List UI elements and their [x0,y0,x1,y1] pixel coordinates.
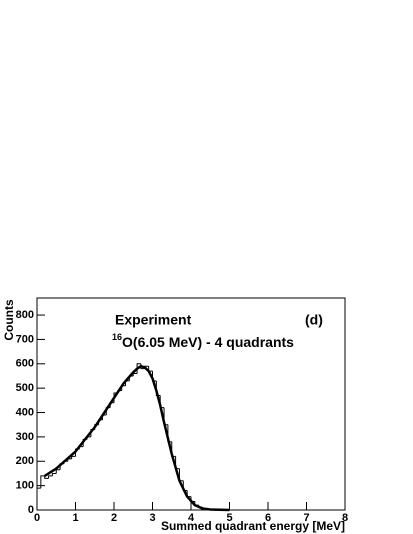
y-tick-label: 300 [16,431,34,443]
x-tick-label: 3 [149,512,155,524]
x-tick-label: 5 [226,512,232,524]
y-tick-label: 600 [16,358,34,370]
annotation: Experiment [115,312,192,328]
histogram-bin [132,373,138,376]
x-tick-label: 0 [34,512,40,524]
y-tick-label: 100 [16,480,34,492]
histogram-bin [40,475,45,489]
x-tick-label: 4 [188,512,195,524]
y-tick-label: 200 [16,455,34,467]
reaction-text: O(6.05 MeV) - 4 quadrants [122,334,294,350]
x-tick-label: 7 [303,512,309,524]
reaction-label: 16O(6.05 MeV) - 4 quadrants [112,332,294,349]
y-tick-label: 500 [16,382,34,394]
histogram-bin [48,475,53,479]
y-tick-label: 800 [16,309,34,321]
fit-curve [44,364,230,512]
annotation: (d) [305,312,323,328]
y-tick-label: 0 [28,504,34,516]
histogram-bin [51,472,57,476]
plot-frame [36,297,346,511]
histogram-bin [36,487,41,510]
x-tick-label: 1 [72,512,78,524]
histogram-bin [44,475,49,479]
y-tick-label: 700 [16,333,34,345]
x-tick-label: 8 [342,512,348,524]
x-tick-label: 6 [265,512,271,524]
y-axis-label: Counts [2,299,16,341]
histogram-bin [71,455,76,459]
y-tick-label: 400 [16,406,34,418]
x-tick-label: 2 [111,512,117,524]
superscript: 16 [112,332,122,342]
x-axis-label: Summed quadrant energy [MeV] [161,519,345,533]
histogram-bin [55,469,61,474]
